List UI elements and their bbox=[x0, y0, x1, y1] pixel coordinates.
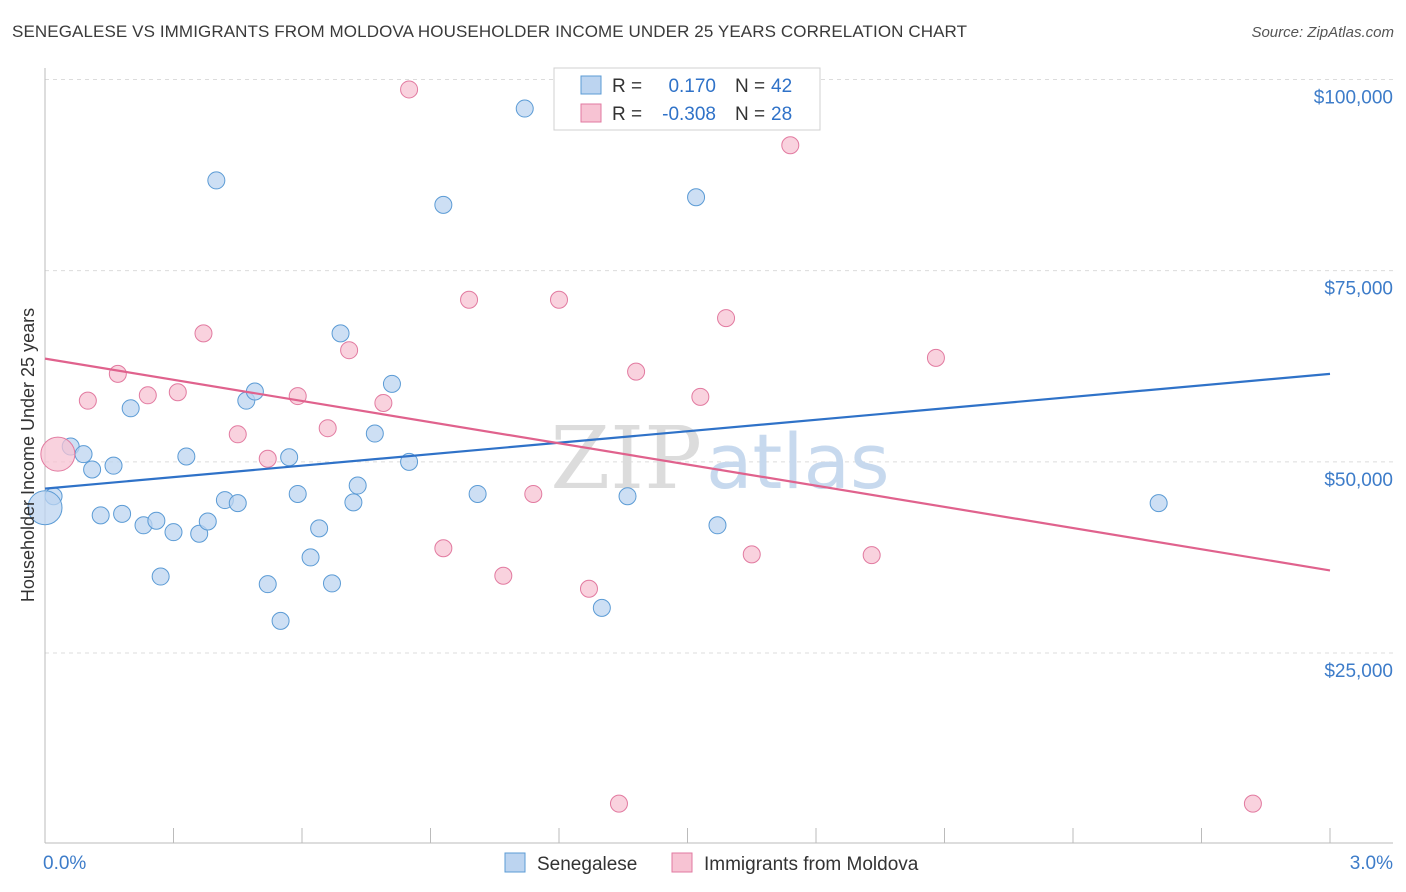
point-moldova-11 bbox=[374, 393, 393, 412]
stats-r-label-2: R = bbox=[612, 104, 642, 125]
stats-n-value-1: 42 bbox=[771, 76, 792, 97]
legend-label-senegalese: Senegalese bbox=[537, 854, 637, 875]
point-senegalese-29 bbox=[344, 493, 363, 512]
x-tick-label-min: 0.0% bbox=[43, 853, 86, 874]
point-moldova-21 bbox=[691, 387, 710, 406]
point-senegalese-25 bbox=[301, 548, 320, 567]
point-senegalese-39 bbox=[687, 188, 706, 207]
point-moldova-0 bbox=[40, 436, 76, 472]
point-senegalese-33 bbox=[400, 452, 419, 471]
point-moldova-17 bbox=[550, 290, 568, 309]
legend-label-moldova: Immigrants from Moldova bbox=[704, 854, 919, 875]
trend-lines bbox=[44, 357, 1331, 572]
point-senegalese-14 bbox=[190, 524, 209, 543]
point-moldova-18 bbox=[579, 579, 598, 598]
watermark: ZIPatlas bbox=[550, 409, 889, 509]
point-senegalese-5 bbox=[91, 506, 110, 525]
point-senegalese-22 bbox=[271, 611, 290, 630]
point-senegalese-8 bbox=[121, 399, 140, 418]
x-tick-labels: 0.0% 3.0% bbox=[43, 853, 1393, 874]
point-senegalese-10 bbox=[147, 511, 166, 530]
point-senegalese-41 bbox=[1149, 494, 1168, 513]
point-moldova-1 bbox=[78, 391, 97, 410]
gridlines bbox=[45, 79, 1393, 654]
point-moldova-15 bbox=[494, 566, 513, 585]
point-moldova-16 bbox=[524, 484, 543, 503]
point-senegalese-11 bbox=[151, 567, 170, 586]
point-moldova-9 bbox=[318, 419, 337, 438]
point-moldova-5 bbox=[194, 324, 213, 343]
stats-n-value-2: 28 bbox=[771, 104, 792, 125]
point-moldova-13 bbox=[434, 539, 453, 558]
point-senegalese-35 bbox=[468, 484, 487, 503]
point-moldova-22 bbox=[717, 309, 736, 328]
y-axis-label: Householder Income Under 25 years bbox=[18, 308, 38, 602]
point-senegalese-32 bbox=[382, 374, 401, 393]
stats-legend-swatch-blue bbox=[580, 75, 602, 95]
point-senegalese-1 bbox=[27, 490, 63, 526]
stats-n-label-2: N = bbox=[735, 104, 765, 125]
stats-r-value-2: -0.308 bbox=[662, 104, 716, 125]
point-senegalese-15 bbox=[198, 512, 217, 531]
x-tick-label-max: 3.0% bbox=[1350, 853, 1393, 874]
point-moldova-20 bbox=[627, 362, 646, 381]
point-moldova-23 bbox=[742, 545, 761, 564]
point-senegalese-38 bbox=[618, 487, 637, 506]
stats-legend: R = 0.170 N = 42 R = -0.308 N = 28 bbox=[553, 67, 821, 131]
chart-title: SENEGALESE VS IMMIGRANTS FROM MOLDOVA HO… bbox=[12, 22, 968, 41]
point-senegalese-26 bbox=[310, 519, 329, 538]
point-moldova-4 bbox=[168, 383, 187, 402]
y-tick-labels: $25,000 $50,000 $75,000 $100,000 bbox=[1314, 88, 1393, 683]
point-senegalese-34 bbox=[434, 195, 453, 214]
point-moldova-7 bbox=[258, 449, 277, 468]
source-label: Source: ZipAtlas.com bbox=[1251, 24, 1394, 41]
point-moldova-19 bbox=[609, 794, 628, 813]
y-tick-label-0: $25,000 bbox=[1324, 661, 1393, 682]
stats-legend-swatch-pink bbox=[580, 103, 602, 123]
y-tick-label-3: $100,000 bbox=[1314, 88, 1393, 109]
trend-line-moldova bbox=[44, 357, 1331, 572]
point-senegalese-3 bbox=[74, 445, 93, 464]
point-senegalese-30 bbox=[348, 476, 367, 495]
point-senegalese-4 bbox=[83, 460, 102, 479]
point-senegalese-37 bbox=[592, 598, 611, 617]
point-moldova-27 bbox=[1243, 794, 1262, 813]
point-moldova-24 bbox=[781, 136, 800, 155]
point-senegalese-18 bbox=[228, 494, 247, 513]
point-senegalese-13 bbox=[177, 447, 196, 466]
y-tick-label-1: $50,000 bbox=[1324, 470, 1393, 491]
point-senegalese-24 bbox=[288, 484, 307, 503]
stats-r-value-1: 0.170 bbox=[668, 76, 716, 97]
point-senegalese-23 bbox=[280, 448, 299, 467]
point-moldova-6 bbox=[228, 425, 247, 444]
point-senegalese-12 bbox=[164, 523, 183, 542]
point-senegalese-6 bbox=[104, 456, 123, 475]
point-senegalese-31 bbox=[365, 424, 384, 443]
watermark-atlas: atlas bbox=[706, 417, 890, 506]
trend-line-senegalese bbox=[44, 372, 1331, 490]
stats-n-label-1: N = bbox=[735, 76, 765, 97]
point-moldova-12 bbox=[400, 80, 419, 99]
point-moldova-3 bbox=[138, 386, 157, 405]
y-tick-label-2: $75,000 bbox=[1324, 279, 1393, 300]
point-moldova-26 bbox=[926, 348, 945, 367]
point-senegalese-16 bbox=[207, 171, 226, 190]
series-legend: Senegalese Immigrants from Moldova bbox=[504, 852, 919, 875]
point-moldova-2 bbox=[108, 364, 127, 383]
point-moldova-14 bbox=[460, 290, 479, 309]
legend-swatch-moldova bbox=[671, 852, 693, 873]
point-senegalese-7 bbox=[113, 504, 132, 523]
point-moldova-10 bbox=[340, 341, 359, 360]
point-senegalese-21 bbox=[258, 575, 277, 594]
point-senegalese-36 bbox=[515, 99, 534, 118]
legend-swatch-senegalese bbox=[504, 852, 526, 873]
point-moldova-25 bbox=[862, 546, 881, 565]
point-senegalese-28 bbox=[331, 324, 350, 343]
point-senegalese-40 bbox=[708, 516, 727, 535]
point-senegalese-27 bbox=[322, 574, 341, 593]
stats-r-label-1: R = bbox=[612, 76, 642, 97]
